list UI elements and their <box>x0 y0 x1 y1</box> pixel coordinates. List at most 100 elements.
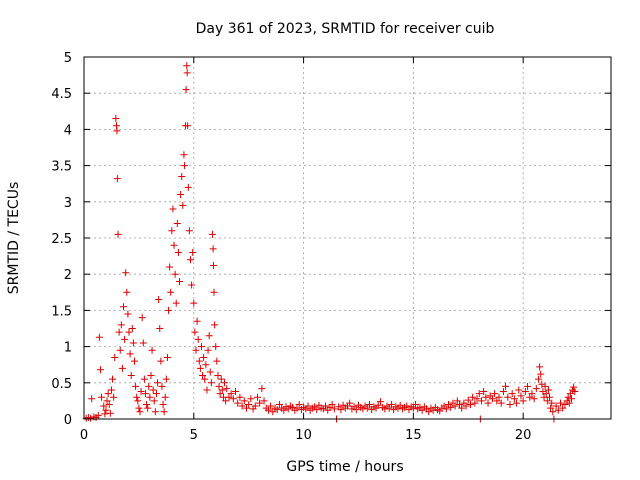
data-point <box>173 220 181 228</box>
data-point <box>488 395 496 403</box>
data-point <box>236 393 244 401</box>
data-point <box>387 401 395 409</box>
data-point <box>251 402 259 410</box>
y-tick-label: 4.5 <box>51 87 72 102</box>
data-point <box>149 386 157 394</box>
data-point <box>480 387 488 395</box>
data-point <box>506 401 514 409</box>
data-point <box>412 401 420 409</box>
data-point <box>111 353 119 361</box>
data-point <box>210 262 218 270</box>
data-point <box>567 395 575 403</box>
data-point <box>134 397 142 405</box>
data-point <box>322 402 330 410</box>
data-point <box>131 357 139 365</box>
data-point <box>113 127 121 135</box>
data-point <box>125 328 133 336</box>
data-point <box>167 288 175 296</box>
axis-ticks <box>83 56 611 420</box>
data-point <box>166 263 174 271</box>
data-point <box>107 386 115 394</box>
data-point <box>145 382 153 390</box>
data-point <box>117 321 125 329</box>
data-point <box>168 227 176 235</box>
y-tick-label: 0 <box>64 413 72 428</box>
data-point <box>188 281 196 289</box>
data-point <box>403 402 411 410</box>
data-point <box>202 361 210 369</box>
data-point <box>515 386 523 394</box>
data-point <box>116 346 124 354</box>
data-point <box>473 395 481 403</box>
data-point <box>189 248 197 256</box>
data-point <box>442 405 450 413</box>
data-point <box>242 404 250 412</box>
data-point <box>521 387 529 395</box>
data-point <box>229 395 237 403</box>
data-point <box>447 403 455 411</box>
data-point <box>280 406 288 414</box>
data-point <box>162 375 170 383</box>
data-point <box>247 395 255 403</box>
data-point <box>513 399 521 407</box>
data-point <box>121 335 129 343</box>
data-point <box>462 402 470 410</box>
data-point <box>177 191 185 199</box>
data-point <box>171 270 179 278</box>
data-point <box>385 404 393 412</box>
data-point <box>376 398 384 406</box>
data-point <box>253 393 261 401</box>
data-point <box>95 333 103 341</box>
data-point <box>172 299 180 307</box>
data-point <box>147 372 155 380</box>
data-point <box>418 406 426 414</box>
data-point <box>148 346 156 354</box>
data-point <box>264 406 272 414</box>
data-point <box>269 408 277 416</box>
data-point <box>530 395 538 403</box>
data-point <box>225 393 233 401</box>
data-point <box>469 393 477 401</box>
data-point <box>209 245 217 253</box>
data-point <box>234 399 242 407</box>
data-point <box>118 364 126 372</box>
data-point <box>466 401 474 409</box>
data-point <box>109 375 117 383</box>
data-point <box>114 230 122 238</box>
data-point <box>363 404 371 412</box>
data-point <box>561 401 569 409</box>
data-point <box>256 399 264 407</box>
data-point <box>115 328 123 336</box>
data-point <box>497 399 505 407</box>
data-point <box>352 406 360 414</box>
data-point <box>101 410 109 418</box>
data-point <box>191 328 199 336</box>
data-point <box>556 399 564 407</box>
y-axis-title: SRMTID / TECUs <box>6 182 22 295</box>
data-point <box>154 379 162 387</box>
data-point <box>100 402 108 410</box>
data-point <box>124 310 132 318</box>
x-tick-label: 10 <box>295 428 312 443</box>
data-point <box>396 401 404 409</box>
data-point <box>163 353 171 361</box>
data-point <box>104 390 112 398</box>
data-point <box>455 401 463 409</box>
data-point <box>536 363 544 371</box>
y-tick-label: 3.5 <box>51 160 72 175</box>
data-point <box>96 366 104 374</box>
x-tick-label: 20 <box>515 428 532 443</box>
data-point <box>304 402 312 410</box>
data-point <box>199 372 207 380</box>
y-tick-label: 0.5 <box>51 377 72 392</box>
data-point <box>192 346 200 354</box>
data-point <box>182 86 190 94</box>
data-point <box>458 404 466 412</box>
data-point <box>559 404 567 412</box>
data-point <box>212 343 220 351</box>
data-point <box>238 402 246 410</box>
y-tick-label: 3 <box>64 196 72 211</box>
tick-labels: 0 5 10 15 20 0 0.5 1 1.5 2 2.5 3 3.5 4 4.5 5 <box>51 51 531 443</box>
data-point <box>295 401 303 409</box>
data-point <box>502 382 510 390</box>
